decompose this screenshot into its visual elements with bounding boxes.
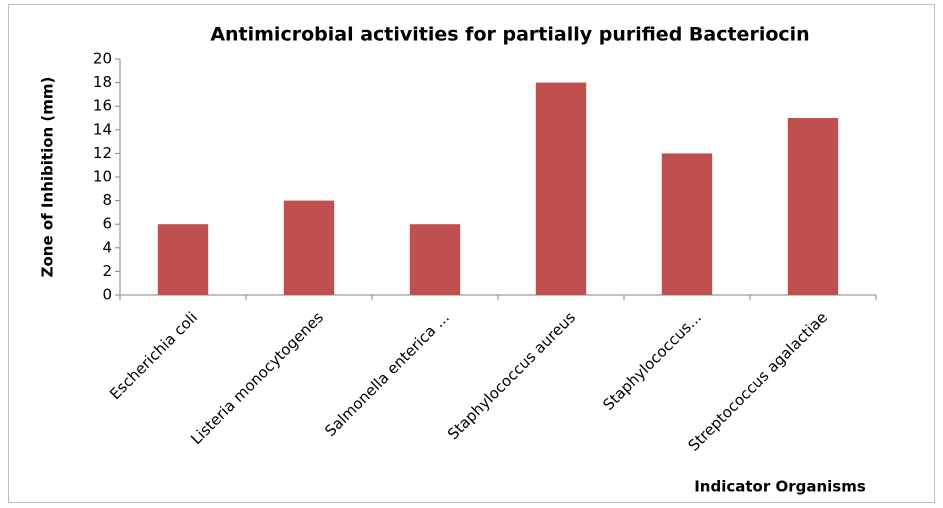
y-tick-label: 14 xyxy=(93,120,112,138)
y-tick-label: 16 xyxy=(93,97,112,115)
bar xyxy=(409,224,461,295)
y-tick-label: 8 xyxy=(102,191,112,209)
x-axis-title: Indicator Organisms xyxy=(694,478,866,496)
bar xyxy=(283,200,335,295)
chart-title: Antimicrobial activities for partially p… xyxy=(210,24,809,46)
y-axis-title: Zone of Inhibition (mm) xyxy=(39,77,57,278)
y-tick-label: 4 xyxy=(102,238,112,256)
y-tick-label: 0 xyxy=(102,286,112,304)
y-tick-label: 18 xyxy=(93,73,112,91)
y-tick-label: 12 xyxy=(93,144,112,162)
y-tick-label: 2 xyxy=(102,262,112,280)
bar xyxy=(535,82,587,295)
y-tick-label: 20 xyxy=(93,50,112,68)
bar xyxy=(787,118,839,295)
bar xyxy=(661,153,713,295)
bar xyxy=(157,224,209,295)
y-tick-label: 10 xyxy=(93,168,112,186)
y-tick-label: 6 xyxy=(102,215,112,233)
